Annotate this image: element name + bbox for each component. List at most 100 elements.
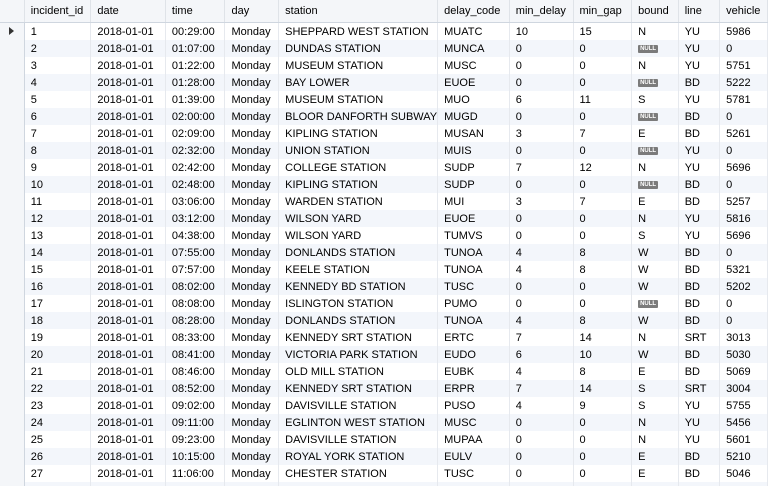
cell-delay-code[interactable]: MUNCA bbox=[437, 40, 510, 57]
cell-vehicle[interactable]: 5202 bbox=[719, 278, 768, 295]
cell-incident-id[interactable]: 11 bbox=[24, 193, 92, 210]
table-row[interactable]: 26 2018-01-01 10:15:00 Monday ROYAL YORK STA… bbox=[0, 448, 768, 465]
cell-vehicle[interactable]: 0 bbox=[719, 295, 768, 312]
table-row[interactable]: 21 2018-01-01 08:46:00 Monday OLD MILL STATI… bbox=[0, 363, 768, 380]
table-row[interactable]: 27 2018-01-01 11:06:00 Monday CHESTER STATIO… bbox=[0, 465, 768, 482]
cell-incident-id[interactable]: 22 bbox=[24, 380, 92, 397]
cell-incident-id[interactable]: 12 bbox=[24, 210, 92, 227]
cell-line[interactable]: BD bbox=[678, 363, 721, 380]
cell-time[interactable]: 09:11:00 bbox=[165, 414, 226, 431]
cell-line[interactable]: YU bbox=[678, 431, 721, 448]
row-indicator[interactable] bbox=[0, 363, 25, 380]
cell-min-delay[interactable]: 4 bbox=[509, 363, 574, 380]
cell-date[interactable]: 2018-01-01 bbox=[90, 295, 166, 312]
table-row[interactable]: 12 2018-01-01 03:12:00 Monday WILSON YARD EUO… bbox=[0, 210, 768, 227]
cell-bound[interactable]: W bbox=[631, 261, 679, 278]
cell-date[interactable]: 2018-01-01 bbox=[90, 22, 166, 40]
cell-min-delay[interactable]: 6 bbox=[509, 346, 574, 363]
cell-station[interactable]: KENNEDY SRT STATION bbox=[278, 380, 439, 397]
cell-station[interactable]: DONLANDS STATION bbox=[278, 244, 439, 261]
cell-station[interactable]: BLOOR DANFORTH SUBWAY bbox=[278, 108, 439, 125]
row-indicator[interactable] bbox=[0, 227, 25, 244]
cell-time[interactable]: 02:48:00 bbox=[165, 176, 226, 193]
cell-vehicle[interactable]: 0 bbox=[719, 176, 768, 193]
cell-incident-id[interactable]: 13 bbox=[24, 227, 92, 244]
cell-incident-id[interactable]: 16 bbox=[24, 278, 92, 295]
cell-station[interactable]: COLLEGE STATION bbox=[278, 159, 439, 176]
cell-date[interactable]: 2018-01-01 bbox=[90, 159, 166, 176]
row-indicator[interactable] bbox=[0, 108, 25, 125]
cell-delay-code[interactable]: TUSC bbox=[437, 278, 510, 295]
cell-day[interactable]: Monday bbox=[224, 176, 280, 193]
cell-bound[interactable]: E bbox=[631, 363, 679, 380]
cell-station[interactable]: ROYAL YORK STATION bbox=[278, 448, 439, 465]
table-row[interactable]: 1 2018-01-01 00:29:00 Monday SHEPPARD WEST S… bbox=[0, 22, 768, 40]
cell-time[interactable]: 07:57:00 bbox=[165, 261, 226, 278]
cell-bound[interactable]: NULL bbox=[631, 108, 679, 125]
row-indicator[interactable] bbox=[0, 482, 25, 486]
cell-line[interactable]: YU bbox=[678, 414, 721, 431]
cell-min-delay[interactable]: 0 bbox=[509, 74, 574, 91]
cell-time[interactable]: 08:08:00 bbox=[165, 295, 226, 312]
cell-line[interactable]: YU bbox=[678, 91, 721, 108]
cell-vehicle[interactable]: 3004 bbox=[719, 380, 768, 397]
cell-bound[interactable]: W bbox=[631, 346, 679, 363]
cell-incident-id[interactable]: 8 bbox=[24, 142, 92, 159]
cell-time[interactable]: 02:00:00 bbox=[165, 108, 226, 125]
row-indicator[interactable] bbox=[0, 465, 25, 482]
cell-bound[interactable]: N bbox=[631, 22, 679, 40]
cell-min-delay[interactable]: 0 bbox=[509, 142, 574, 159]
cell-time[interactable]: 08:41:00 bbox=[165, 346, 226, 363]
cell-incident-id[interactable]: 9 bbox=[24, 159, 92, 176]
table-row[interactable]: 3 2018-01-01 01:22:00 Monday MUSEUM STATION M… bbox=[0, 57, 768, 74]
cell-station[interactable]: KIPLING STATION bbox=[278, 125, 439, 142]
cell-vehicle[interactable]: 5210 bbox=[719, 448, 768, 465]
table-row[interactable]: 14 2018-01-01 07:55:00 Monday DONLANDS STATI… bbox=[0, 244, 768, 261]
cell-date[interactable]: 2018-01-01 bbox=[90, 210, 166, 227]
cell-vehicle[interactable]: 0 bbox=[719, 40, 768, 57]
row-indicator[interactable] bbox=[0, 22, 25, 40]
cell-line[interactable]: BD bbox=[678, 278, 721, 295]
cell-min-delay[interactable]: 0 bbox=[509, 57, 574, 74]
cell-line[interactable]: YU bbox=[678, 142, 721, 159]
cell-station[interactable]: DAVISVILLE STATION bbox=[278, 431, 439, 448]
cell-date[interactable]: 2018-01-01 bbox=[90, 108, 166, 125]
cell-station[interactable]: MUSEUM STATION bbox=[278, 91, 439, 108]
cell-line[interactable]: YU bbox=[678, 57, 721, 74]
row-indicator[interactable] bbox=[0, 159, 25, 176]
cell-min-delay[interactable]: 7 bbox=[509, 159, 574, 176]
cell-bound[interactable]: NULL bbox=[631, 176, 679, 193]
cell-incident-id[interactable]: 18 bbox=[24, 312, 92, 329]
cell-line[interactable]: YU bbox=[678, 227, 721, 244]
cell-bound[interactable]: W bbox=[631, 312, 679, 329]
cell-incident-id[interactable]: 14 bbox=[24, 244, 92, 261]
cell-line[interactable]: BD bbox=[678, 108, 721, 125]
cell-line[interactable]: BD bbox=[678, 448, 721, 465]
cell-delay-code[interactable]: MUSAN bbox=[437, 125, 510, 142]
cell-delay-code[interactable]: TUMVS bbox=[437, 227, 510, 244]
cell-delay-code[interactable]: MUO bbox=[437, 91, 510, 108]
table-row[interactable]: 20 2018-01-01 08:41:00 Monday VICTORIA PARK … bbox=[0, 346, 768, 363]
cell-min-gap[interactable]: 10 bbox=[573, 346, 633, 363]
cell-min-gap[interactable]: 0 bbox=[573, 414, 633, 431]
cell-min-gap[interactable]: 0 bbox=[573, 210, 633, 227]
cell-min-gap[interactable]: 8 bbox=[573, 363, 633, 380]
cell-date[interactable]: 2018-01-01 bbox=[90, 346, 166, 363]
cell-station[interactable]: WILSON YARD bbox=[278, 227, 439, 244]
cell-incident-id[interactable]: 7 bbox=[24, 125, 92, 142]
row-indicator[interactable] bbox=[0, 380, 25, 397]
cell-delay-code[interactable]: TUNOA bbox=[437, 244, 510, 261]
cell-min-delay[interactable]: 6 bbox=[509, 91, 574, 108]
cell-min-gap[interactable]: 7 bbox=[573, 125, 633, 142]
cell-min-delay[interactable]: 3 bbox=[509, 125, 574, 142]
cell-day[interactable]: Monday bbox=[224, 210, 280, 227]
cell-station[interactable]: KIPLING STATION bbox=[278, 176, 439, 193]
cell-time[interactable]: 08:28:00 bbox=[165, 312, 226, 329]
cell-line[interactable]: BD bbox=[678, 176, 721, 193]
cell-bound[interactable]: E bbox=[631, 465, 679, 482]
table-row[interactable]: 9 2018-01-01 02:42:00 Monday COLLEGE STATION… bbox=[0, 159, 768, 176]
row-indicator[interactable] bbox=[0, 329, 25, 346]
cell-day[interactable]: Monday bbox=[224, 414, 280, 431]
cell-vehicle[interactable]: 5030 bbox=[719, 346, 768, 363]
cell-bound[interactable]: NULL bbox=[631, 295, 679, 312]
